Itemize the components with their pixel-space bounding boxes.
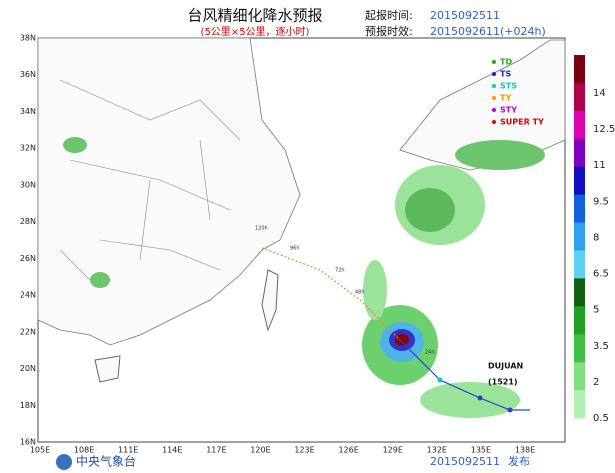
japan	[399, 39, 566, 171]
precip	[420, 382, 520, 418]
legend-marker	[492, 84, 496, 88]
track-label: 96h	[290, 246, 300, 252]
colorbar-label: 3.5	[593, 341, 609, 352]
colorbar-cell	[574, 278, 585, 307]
map-frame: DUJUAN (1521)	[37, 37, 566, 443]
colorbar-cell	[574, 250, 585, 279]
colorbar: 14 12.5 11 9.5 8 6.5 5 3.5 2 0.5	[574, 55, 615, 424]
lat-label: 38N	[20, 34, 36, 43]
start-label: 起报时间:	[365, 8, 413, 22]
lon-label: 105E	[30, 446, 50, 455]
lon-label: 123E	[294, 446, 314, 455]
lon-label: 135E	[471, 446, 491, 455]
precip	[395, 334, 409, 346]
lon-label: 117E	[206, 446, 226, 455]
colorbar-cell	[574, 390, 585, 419]
legend-entry: SUPER TY	[500, 118, 544, 127]
lead-time: 2015092611(+024h)	[430, 25, 546, 38]
lon-label: 114E	[162, 446, 182, 455]
colorbar-label: 2	[593, 377, 599, 388]
footer: 中央气象台 2015092511 发布	[56, 454, 530, 470]
legend-marker	[492, 72, 496, 76]
legend-entry: TY	[500, 94, 511, 103]
lat-label: 28N	[20, 217, 36, 226]
track-point	[507, 407, 513, 413]
colorbar-cell	[574, 110, 585, 140]
precip	[405, 188, 455, 232]
agency: 中央气象台	[76, 454, 136, 469]
legend-entry: TD	[500, 58, 512, 67]
legend-marker	[492, 108, 496, 112]
colorbar-cell	[574, 334, 585, 363]
colorbar-cell	[574, 222, 585, 251]
precip	[363, 260, 387, 320]
lat-label: 20N	[20, 364, 36, 373]
precip	[90, 272, 110, 288]
mainland	[37, 37, 301, 346]
lon-label: 129E	[383, 446, 403, 455]
lat-label: 34N	[20, 107, 36, 116]
lon-label: 138E	[515, 446, 535, 455]
lon-label: 132E	[427, 446, 447, 455]
lon-label: 126E	[338, 446, 358, 455]
typhoon-name: DUJUAN	[488, 362, 523, 371]
colorbar-cell	[574, 194, 585, 224]
colorbar-label: 5	[593, 305, 599, 316]
colorbar-cell	[574, 138, 585, 168]
lat-label: 22N	[20, 327, 36, 336]
lat-label: 24N	[20, 291, 36, 300]
track-point	[477, 395, 483, 401]
legend-entry: STY	[500, 106, 517, 115]
colorbar-label: 11	[593, 160, 606, 171]
colorbar-cell	[574, 82, 585, 112]
colorbar-label: 12.5	[593, 124, 615, 135]
track-label: 48h	[355, 290, 365, 296]
colorbar-label: 9.5	[593, 196, 609, 207]
colorbar-label: 6.5	[593, 269, 609, 280]
track-label: 120h	[255, 226, 268, 232]
lat-label: 26N	[20, 254, 36, 263]
province-borders	[59, 79, 241, 281]
logo	[56, 454, 72, 470]
legend-marker	[492, 60, 496, 64]
lon-label: 120E	[250, 446, 270, 455]
taiwan	[261, 269, 279, 332]
forecast-track	[261, 247, 401, 341]
lead-label: 预报时效:	[365, 24, 413, 38]
legend-marker	[492, 96, 496, 100]
track-label: 72h	[335, 268, 345, 274]
colorbar-cell	[574, 362, 585, 391]
colorbar-label: 8	[593, 232, 599, 243]
track-label: 24h	[425, 350, 435, 356]
legend-entry: TS	[500, 70, 511, 79]
colorbar-label: 14	[593, 88, 606, 99]
lon-label: 108E	[74, 446, 94, 455]
track-point	[437, 377, 443, 383]
lat-label: 30N	[20, 180, 36, 189]
subtitle: (5公里×5公里，逐小时)	[201, 26, 310, 38]
colorbar-cell	[574, 55, 585, 84]
legend-entry: STS	[500, 82, 517, 91]
typhoon-number: (1521)	[488, 378, 518, 387]
colorbar-cell	[574, 166, 585, 196]
start-time: 2015092511	[430, 9, 500, 22]
lat-label: 18N	[20, 401, 36, 410]
title: 台风精细化降水预报	[187, 7, 322, 25]
precip	[63, 137, 87, 153]
colorbar-cell	[574, 306, 585, 335]
precip	[455, 140, 545, 170]
colorbar-label: 0.5	[593, 413, 609, 424]
legend-marker	[492, 120, 496, 124]
issue-time: 2015092511	[430, 455, 500, 468]
hainan	[94, 355, 121, 383]
lat-label: 36N	[20, 70, 36, 79]
lon-label: 111E	[118, 446, 138, 455]
lat-label: 32N	[20, 144, 36, 153]
lat-label: 16N	[20, 438, 36, 447]
issue-label: 发布	[508, 454, 530, 468]
